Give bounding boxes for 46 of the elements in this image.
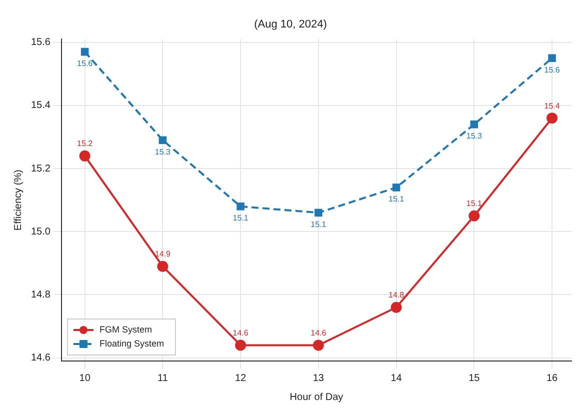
- data-label: 15.6: [77, 59, 94, 68]
- point: [470, 120, 478, 128]
- point: [79, 150, 90, 162]
- legend-label: FGM System: [99, 324, 152, 334]
- point: [157, 260, 168, 272]
- point: [236, 202, 244, 210]
- data-label: 14.8: [388, 290, 405, 300]
- y-tick-label: 15.6: [30, 37, 51, 48]
- point: [548, 54, 556, 62]
- y-tick-label: 15.4: [30, 100, 51, 112]
- y-tick-label: 15.2: [30, 163, 51, 174]
- y-axis-title: Efficiency (%): [12, 170, 24, 231]
- point: [546, 112, 558, 124]
- x-tick-label: 11: [157, 372, 168, 384]
- data-label: 15.3: [154, 147, 172, 156]
- point: [390, 302, 402, 313]
- data-label: 14.6: [232, 328, 249, 338]
- x-tick-label: 14: [390, 372, 402, 384]
- data-label: 15.4: [544, 101, 560, 110]
- y-tick-label: 14.8: [30, 289, 51, 300]
- x-tick-label: 10: [79, 372, 91, 384]
- data-label: 15.1: [232, 214, 249, 223]
- y-tick-label: 15.0: [30, 226, 51, 238]
- x-tick-label: 15: [468, 372, 480, 384]
- data-label: 15.2: [77, 139, 94, 148]
- x-tick-label: 12: [234, 372, 247, 384]
- point: [468, 210, 480, 222]
- data-label: 14.6: [310, 328, 327, 338]
- chart-title: (Aug 10, 2024): [254, 18, 327, 31]
- data-label: 15.1: [310, 220, 327, 229]
- data-label: 15.1: [388, 194, 405, 204]
- y-tick-label: 14.6: [30, 352, 51, 364]
- data-label: 15.6: [544, 65, 560, 74]
- data-label: 14.9: [154, 250, 172, 259]
- point: [158, 136, 167, 144]
- point: [80, 48, 89, 56]
- x-tick-label: 13: [312, 372, 324, 384]
- data-label: 15.3: [466, 132, 482, 141]
- x-tick-label: 16: [546, 372, 558, 384]
- point: [235, 340, 246, 351]
- point: [314, 208, 322, 217]
- legend-label: Floating System: [99, 338, 164, 348]
- data-label: 15.1: [466, 199, 482, 208]
- point: [392, 184, 400, 192]
- point: [312, 340, 324, 351]
- x-axis-title: Hour of Day: [290, 392, 344, 403]
